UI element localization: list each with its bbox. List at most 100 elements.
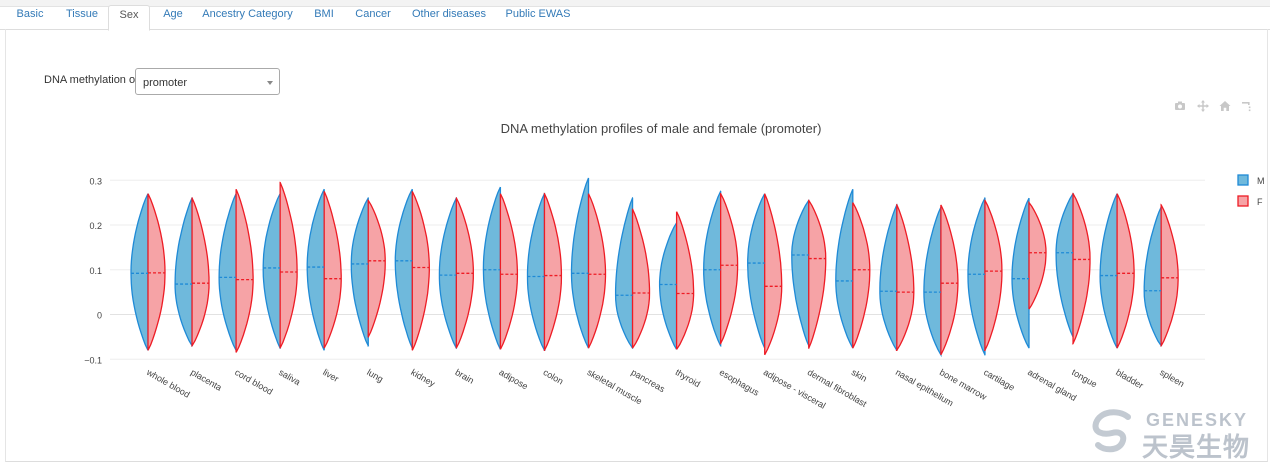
genesky-swirl-icon (1092, 409, 1131, 453)
autoscale-icon[interactable] (1241, 100, 1253, 112)
legend-swatch (1237, 195, 1249, 207)
tab-label: Age (163, 8, 183, 20)
violin-pair (262, 181, 298, 350)
violin-pair (482, 186, 519, 350)
tab-age[interactable]: Age (155, 5, 191, 28)
tab-label: Public EWAS (505, 8, 571, 20)
violin-pair (1011, 197, 1047, 349)
violin-female (764, 193, 783, 356)
camera-icon[interactable] (1174, 100, 1186, 112)
violin-female (940, 204, 959, 356)
violin-male (438, 196, 457, 350)
violin-male (1055, 192, 1074, 338)
x-tick-label: saliva (277, 367, 302, 387)
violin-pair (1143, 203, 1179, 347)
x-tick-label: cord blood (233, 367, 274, 397)
x-tick-label: liver (321, 367, 340, 384)
legend-label: F (1257, 197, 1263, 207)
y-tick-label: 0.3 (89, 176, 102, 186)
violin-male (747, 193, 766, 349)
top-bar (0, 0, 1270, 7)
tab-bar: Basic Tissue Sex Age Ancestry Category B… (0, 5, 1270, 31)
tab-other-diseases[interactable]: Other diseases (408, 5, 490, 28)
violin-female (455, 196, 474, 349)
tab-sex[interactable]: Sex (108, 5, 150, 31)
tab-content-panel (5, 29, 1268, 462)
tab-label: Basic (16, 8, 44, 20)
select-value: promoter (143, 77, 188, 89)
violin-pair (703, 190, 739, 347)
methylation-region-select[interactable]: promoter (135, 68, 280, 95)
violin-pair (747, 193, 783, 356)
violin-male (526, 192, 546, 351)
violin-female (367, 199, 386, 338)
violin-female (852, 202, 871, 349)
violin-pair (350, 197, 386, 347)
legend-swatch (1237, 174, 1249, 186)
violin-female (499, 193, 519, 350)
violin-female (808, 199, 827, 350)
legend: MF (1237, 174, 1265, 207)
violin-female (1071, 192, 1091, 345)
violin-male (967, 196, 986, 356)
tab-label: Tissue (66, 8, 98, 20)
violin-male (394, 188, 413, 349)
violin-male (1099, 193, 1118, 349)
x-tick-label: thyroid (674, 367, 702, 389)
tab-bmi[interactable]: BMI (308, 5, 340, 28)
y-tick-label: 0.2 (89, 221, 102, 231)
logo-text-cn: 天昊生物 (1142, 432, 1251, 462)
violin-female (1160, 203, 1179, 347)
tab-label: Sex (119, 9, 139, 21)
x-tick-label: adipose (497, 367, 529, 391)
y-tick-label: 0.1 (89, 266, 102, 276)
tab-basic[interactable]: Basic (12, 5, 48, 28)
y-tick-label: 0 (97, 311, 102, 321)
violin-female (191, 196, 210, 347)
tab-cancer[interactable]: Cancer (350, 5, 396, 28)
violin-pair (879, 203, 915, 351)
violin-male (614, 196, 634, 350)
tab-label: Ancestry Category (202, 8, 293, 20)
violin-female (147, 193, 166, 351)
violin-male (350, 197, 370, 347)
genesky-logo: GENESKY 天昊生物 (1090, 407, 1260, 462)
violin-pair (1055, 192, 1091, 345)
tab-ancestry-category[interactable]: Ancestry Category (200, 5, 295, 28)
tab-label: Cancer (355, 8, 391, 20)
violin-male (835, 188, 854, 349)
violin-female (1028, 200, 1047, 310)
y-tick-label: −0.1 (84, 355, 102, 365)
violin-pair (306, 188, 342, 351)
violin-female (895, 203, 915, 351)
x-tick-label: tongue (1070, 367, 1099, 389)
x-tick-label: spleen (1158, 367, 1186, 389)
x-tick-label: bladder (1114, 367, 1145, 391)
pan-icon[interactable] (1197, 100, 1209, 112)
violin-pair (614, 196, 651, 350)
tab-tissue[interactable]: Tissue (60, 5, 104, 28)
tab-label: Other diseases (412, 8, 486, 20)
violin-male (262, 192, 281, 350)
x-tick-label: colon (541, 367, 565, 386)
x-tick-label: placenta (189, 367, 223, 393)
violin-male (879, 203, 898, 351)
violin-pair (130, 193, 166, 351)
violin-male (923, 206, 942, 358)
x-tick-label: pancreas (630, 367, 667, 394)
tab-public-ewas[interactable]: Public EWAS (500, 5, 576, 28)
violin-pair (1099, 193, 1135, 349)
violin-female (323, 191, 342, 349)
violin-male (130, 193, 149, 351)
violin-female (543, 192, 563, 351)
violin-male (218, 193, 237, 351)
violin-female (411, 191, 430, 351)
x-tick-label: cartilage (982, 367, 1016, 393)
home-icon[interactable] (1219, 100, 1231, 112)
violin-pair (923, 204, 959, 358)
violin-pair (526, 192, 563, 351)
x-tick-label: brain (453, 367, 475, 386)
violin-pair (835, 188, 871, 349)
violin-pair (967, 196, 1003, 356)
